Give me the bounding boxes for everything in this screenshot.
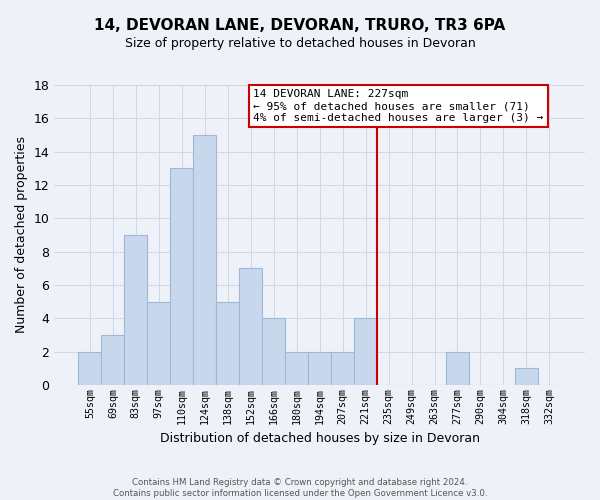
Bar <box>79 352 101 385</box>
Bar <box>308 352 331 385</box>
Bar <box>170 168 193 385</box>
Bar <box>216 302 239 385</box>
Text: Size of property relative to detached houses in Devoran: Size of property relative to detached ho… <box>125 38 475 51</box>
Y-axis label: Number of detached properties: Number of detached properties <box>15 136 28 334</box>
Text: Contains HM Land Registry data © Crown copyright and database right 2024.
Contai: Contains HM Land Registry data © Crown c… <box>113 478 487 498</box>
X-axis label: Distribution of detached houses by size in Devoran: Distribution of detached houses by size … <box>160 432 479 445</box>
Bar <box>262 318 285 385</box>
Bar <box>354 318 377 385</box>
Bar <box>148 302 170 385</box>
Bar <box>285 352 308 385</box>
Bar <box>515 368 538 385</box>
Bar <box>124 235 148 385</box>
Bar <box>446 352 469 385</box>
Text: 14 DEVORAN LANE: 227sqm
← 95% of detached houses are smaller (71)
4% of semi-det: 14 DEVORAN LANE: 227sqm ← 95% of detache… <box>253 90 544 122</box>
Bar <box>239 268 262 385</box>
Bar <box>101 335 124 385</box>
Bar <box>193 135 216 385</box>
Bar <box>331 352 354 385</box>
Text: 14, DEVORAN LANE, DEVORAN, TRURO, TR3 6PA: 14, DEVORAN LANE, DEVORAN, TRURO, TR3 6P… <box>94 18 506 32</box>
